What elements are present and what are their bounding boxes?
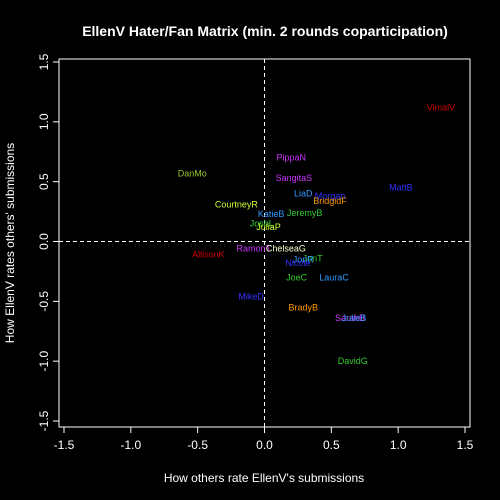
point-label-miked: MikeD [238,292,264,302]
point-label-ramont: RamonT [237,244,272,254]
point-label-sarahb: SarahB [335,313,365,323]
y-axis: -1.5 -1.0 -0.5 0.0 0.5 1.0 1.5 [37,53,59,431]
x-tick-label: -1.5 [54,438,75,452]
x-tick-label: 1.5 [457,438,474,452]
x-tick-label: 0.0 [256,438,273,452]
point-label-nicole: Nicole [285,258,310,268]
y-axis-label: How EllenV rates others' submissions [3,143,17,343]
reference-lines [59,59,470,427]
point-label-pippan: PippaN [276,153,306,163]
y-tick-label: 0.5 [37,173,51,190]
point-label-joec: JoeC [286,272,308,282]
y-tick-label: -1.0 [37,351,51,372]
x-tick-label: 0.5 [323,438,340,452]
point-label-davidg: DavidG [338,356,368,366]
x-tick-label: 1.0 [390,438,407,452]
point-label-katieb: KatieB [258,209,285,219]
point-label-danmo: DanMo [178,168,207,178]
y-tick-label: 1.5 [37,53,51,70]
chart-title: EllenV Hater/Fan Matrix (min. 2 rounds c… [82,23,448,39]
y-tick-label: -1.5 [37,410,51,431]
x-tick-label: -1.0 [120,438,141,452]
point-label-jeremyb: JeremyB [287,208,323,218]
x-axis-label: How others rate EllenV's submissions [164,471,364,485]
point-label-joshl: JoshL [250,219,274,229]
point-label-chelseag: ChelseaG [266,244,306,254]
point-label-mattb: MattB [389,183,413,193]
point-label-sangitas: SangitaS [276,173,313,183]
data-points: VimalV PippaN DanMo SangitaS MattB LiaD Morgan… [178,102,455,366]
y-tick-label: 1.0 [37,113,51,130]
point-label-jont: JonT [303,253,324,263]
y-tick-label: 0.0 [37,233,51,250]
point-label-allisonk: AllisonK [192,250,225,260]
point-label-julieb: JulieB [342,313,367,323]
point-label-bridgidf: BridgidF [313,196,347,206]
point-label-bradyb: BradyB [289,302,319,312]
y-tick-label: -0.5 [37,291,51,312]
point-label-vimalv: VimalV [427,102,455,112]
x-axis: -1.5 -1.0 -0.5 0.0 0.5 1.0 1.5 [54,427,474,452]
point-label-courtneyr: CourtneyR [215,199,259,209]
point-label-juliap: JuliaP [256,222,281,232]
point-label-morgan: Morgan [315,191,346,201]
point-label-liad: LiaD [294,189,313,199]
point-label-jonr: JonR [293,254,315,264]
point-label-laurac: LauraC [319,272,349,282]
x-tick-label: -0.5 [187,438,208,452]
